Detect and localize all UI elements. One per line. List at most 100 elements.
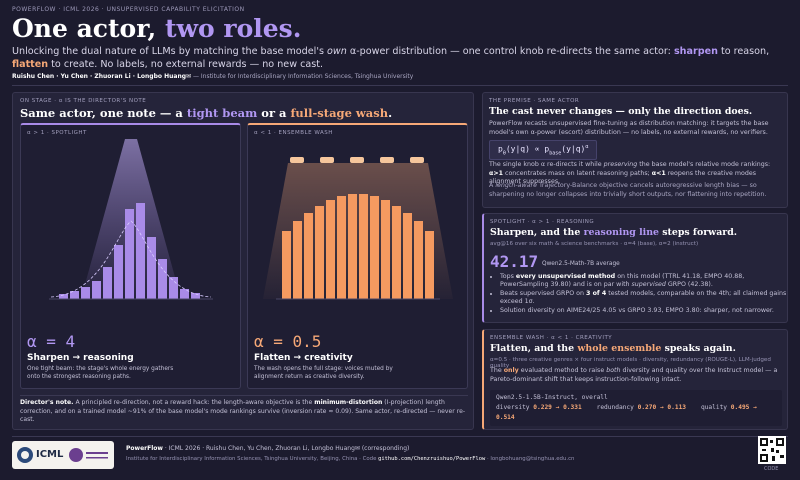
divider [12,436,788,437]
code-block: Qwen2.5-1.5B-Instruct, overall diversity… [490,390,782,426]
paragraph: PowerFlow recasts unsupervised fine-tuni… [489,120,769,136]
emphasis: own [327,46,347,57]
tsinghua-mark [69,448,108,462]
wash-card: α < 1 · ENSEMBLE WASH α = 0.5 Flatten → … [247,123,468,389]
authors: Ruishu Chen · Yu Chen · Zhuoran Li · Lon… [12,73,192,80]
bullet: Beats supervised GRPO on 3 of 4 tested m… [500,290,792,306]
f: (y|q) [561,144,586,154]
panel-label: ENSEMBLE WASH · α < 1 · CREATIVITY [490,335,613,341]
text: (I-projection) length correction, and on… [20,399,466,423]
panel-label: SPOTLIGHT · α > 1 · REASONING [490,219,595,225]
base-curve [50,220,212,298]
text: speaks again. [661,343,736,354]
card-tag: α < 1 · ENSEMBLE WASH [254,130,333,136]
text: . [388,106,393,120]
emphasis: flatten [12,59,49,70]
text: concentrates mass on latent reasoning pa… [502,169,652,177]
metric-value: 0.495 → 0.514 [496,404,757,421]
headline-caption: Qwen2.5-Math-7B average [542,261,620,267]
f-sub: base [549,150,562,157]
text: The single knob α re-directs it while [489,161,604,168]
text: The [490,367,504,374]
text: Flatten, and the [490,343,578,354]
headline-number: 42.17 [490,252,539,271]
emphasis: α>1 [489,169,503,177]
reasoning-panel: SPOTLIGHT · α > 1 · REASONING Sharpen, a… [482,213,788,323]
metric-name: quality [700,404,728,411]
metric-value: 0.229 → 0.331 [533,404,582,411]
panel-label: THE PREMISE · SAME ACTOR [489,98,580,104]
panel-label: ON STAGE · α IS THE DIRECTOR'S NOTE [20,98,147,104]
footer-line: PowerFlow · ICML 2026 · Ruishu Chen, Yu … [126,445,409,452]
text: Sharpen, and the [490,227,584,238]
emphasis: every unsupervised method [515,273,616,280]
kicker: POWERFLOW · ICML 2026 · UNSUPERVISED CAP… [12,6,245,13]
code-title: Qwen2.5-1.5B-Instruct, overall [496,394,608,401]
text: Institute for Interdisciplinary Informat… [126,456,379,462]
affiliation: — Institute for Interdisciplinary Inform… [192,73,414,80]
emphasis: full-stage wash [290,106,389,120]
text: Solution diversity on AIME24/25 4.05 vs … [500,307,774,314]
text: · ICML 2026 · Ruishu Chen, Yu Chen, Zhuo… [162,445,410,452]
authors-line: Ruishu Chen · Yu Chen · Zhuoran Li · Lon… [12,73,413,80]
alpha: α = 4 [27,332,76,351]
emphasis: both [606,367,621,374]
text: · longbohuang@tsinghua.edu.cn [485,456,575,462]
card-desc: One tight beam: the stage's whole energy… [27,366,174,380]
panel-heading: Same actor, one note — a tight beam or a… [20,106,392,120]
panel-heading: Flatten, and the whole ensemble speaks a… [490,343,736,354]
lamps [290,157,424,163]
panel-sub: α=0.5 · three creative genres × four ins… [490,357,771,369]
text: to create. No labels, no external reward… [48,59,324,70]
panel-heading: The cast never changes — only the direct… [489,106,753,117]
premise-panel: THE PREMISE · SAME ACTOR The cast never … [482,92,788,208]
icml-mark [17,447,33,463]
paragraph: A length-aware Trajectory-Balance object… [489,182,781,199]
text: on this model (TTRL 41.18, EMPO 40.88, P… [500,273,745,288]
paragraph: The single knob α re-directs it while pr… [489,161,781,187]
text: diversity and quality over the Instruct … [490,367,778,383]
text: Same actor, one note — a [20,106,187,120]
f: p [498,144,503,154]
qr-code[interactable] [758,436,786,464]
emphasis: minimum-distortion [314,399,383,406]
card-title: Sharpen → reasoning [27,353,134,363]
stage-panel: ON STAGE · α IS THE DIRECTOR'S NOTE Same… [12,92,474,430]
emphasis: reasoning line [583,227,659,238]
spotlight-card: α > 1 · SPOTLIGHT α = 4 Sharpen → reason… [20,123,241,389]
bars [59,203,200,299]
card-desc: The wash opens the full stage: voices mu… [254,366,393,380]
text: reopens the creative modes alignment sup… [489,169,756,186]
wash-illustration [263,157,453,300]
formula: pθ(y|q) ∝ pbase(y|q)α [489,140,598,161]
creativity-panel: ENSEMBLE WASH · α < 1 · CREATIVITY Flatt… [482,329,788,430]
text: A principled re-direction, not a reward … [73,399,315,406]
emphasis: only [503,367,519,374]
icml-logo: ICML [36,449,64,460]
emphasis: supervised [631,281,666,288]
emphasis: α<1 [651,169,666,177]
text: Unlocking the dual nature of LLMs by mat… [12,46,328,57]
qr-label: CODE [764,466,779,472]
text: evaluated method to raise [518,367,607,374]
text: α-power distribution — one control knob … [346,46,674,57]
panel-heading: Sharpen, and the reasoning line steps fo… [490,227,737,238]
bars [282,194,434,299]
card-tag: α > 1 · SPOTLIGHT [27,130,87,136]
emphasis: whole ensemble [577,343,662,354]
card-title: Flatten → creativity [254,353,353,363]
code-link[interactable]: github.com/Chenzruishuo/PowerFlow [378,456,486,462]
title-part: One actor, [12,14,165,43]
spotlight-illustration [49,139,213,300]
text: GRPO (42.38). [665,281,713,288]
emphasis: length-aware [495,182,537,189]
emphasis: 3 of 4 [586,290,607,297]
text: the base model's relative mode rankings: [637,161,771,168]
emphasis: sharpen [673,46,718,57]
wash-light [263,163,453,299]
metric-value: 0.270 → 0.113 [637,404,687,411]
text: steps forward. [659,227,738,238]
f: (y|q) ∝ p [505,144,550,154]
